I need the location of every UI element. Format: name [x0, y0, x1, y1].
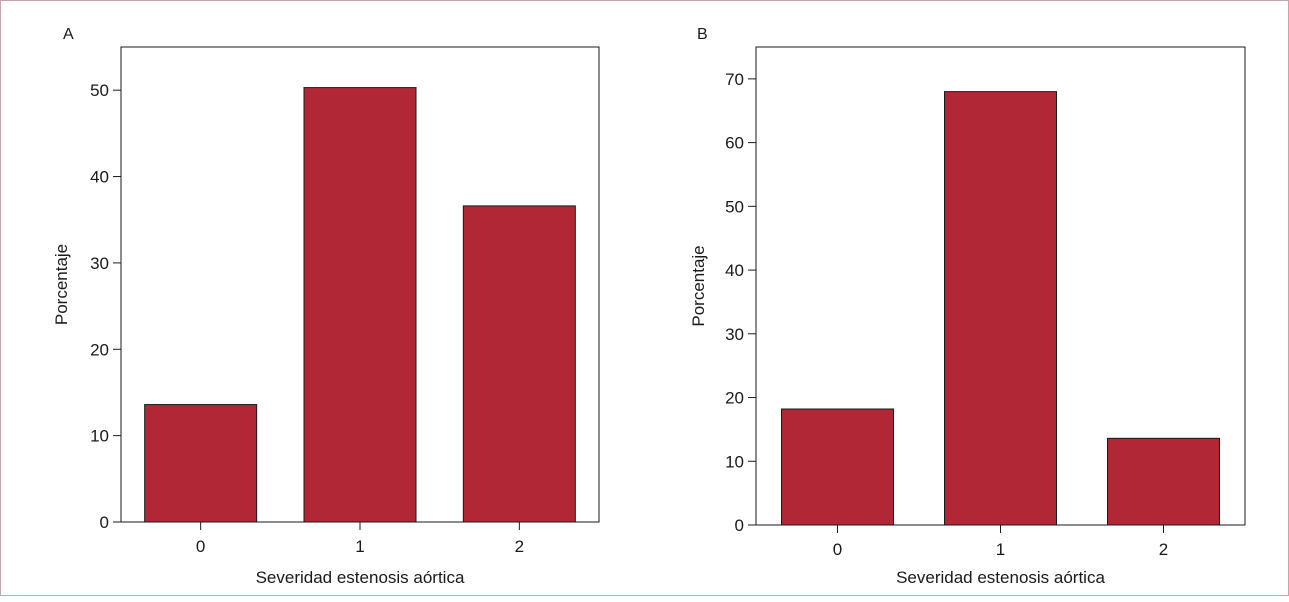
bar-0	[144, 404, 258, 523]
y-tick-label: 40	[725, 261, 744, 280]
bar-2	[1107, 437, 1220, 526]
y-tick-label: 50	[90, 81, 109, 100]
y-tick-label: 30	[725, 325, 744, 344]
y-tick-label: 60	[725, 134, 744, 153]
bar-1	[303, 87, 417, 523]
bar-0	[781, 408, 894, 526]
y-tick-label: 10	[725, 452, 744, 471]
x-tick-label: 1	[355, 537, 364, 556]
y-tick-label: 0	[735, 516, 744, 535]
y-tick-label: 70	[725, 70, 744, 89]
x-tick-label: 1	[996, 540, 1005, 559]
y-axis-title: Porcentaje	[689, 245, 708, 326]
x-tick-label: 2	[1159, 540, 1168, 559]
panel-label: B	[697, 26, 708, 43]
y-tick-label: 0	[100, 513, 109, 532]
x-tick-label: 2	[515, 537, 524, 556]
bar-1	[944, 91, 1057, 526]
plot-frame	[120, 46, 600, 523]
y-tick-label: 40	[90, 168, 109, 187]
y-tick-label: 20	[90, 340, 109, 359]
y-axis-title: Porcentaje	[52, 244, 71, 325]
x-axis-title: Severidad estenosis aórtica	[896, 568, 1105, 587]
y-tick-label: 30	[90, 254, 109, 273]
plot-frame	[755, 46, 1246, 526]
panel-label: A	[63, 26, 74, 43]
y-tick-label: 10	[90, 427, 109, 446]
x-axis-title: Severidad estenosis aórtica	[256, 568, 465, 587]
y-tick-label: 50	[725, 197, 744, 216]
x-tick-label: 0	[833, 540, 842, 559]
y-tick-label: 20	[725, 389, 744, 408]
x-tick-label: 0	[196, 537, 205, 556]
bar-2	[462, 205, 576, 523]
